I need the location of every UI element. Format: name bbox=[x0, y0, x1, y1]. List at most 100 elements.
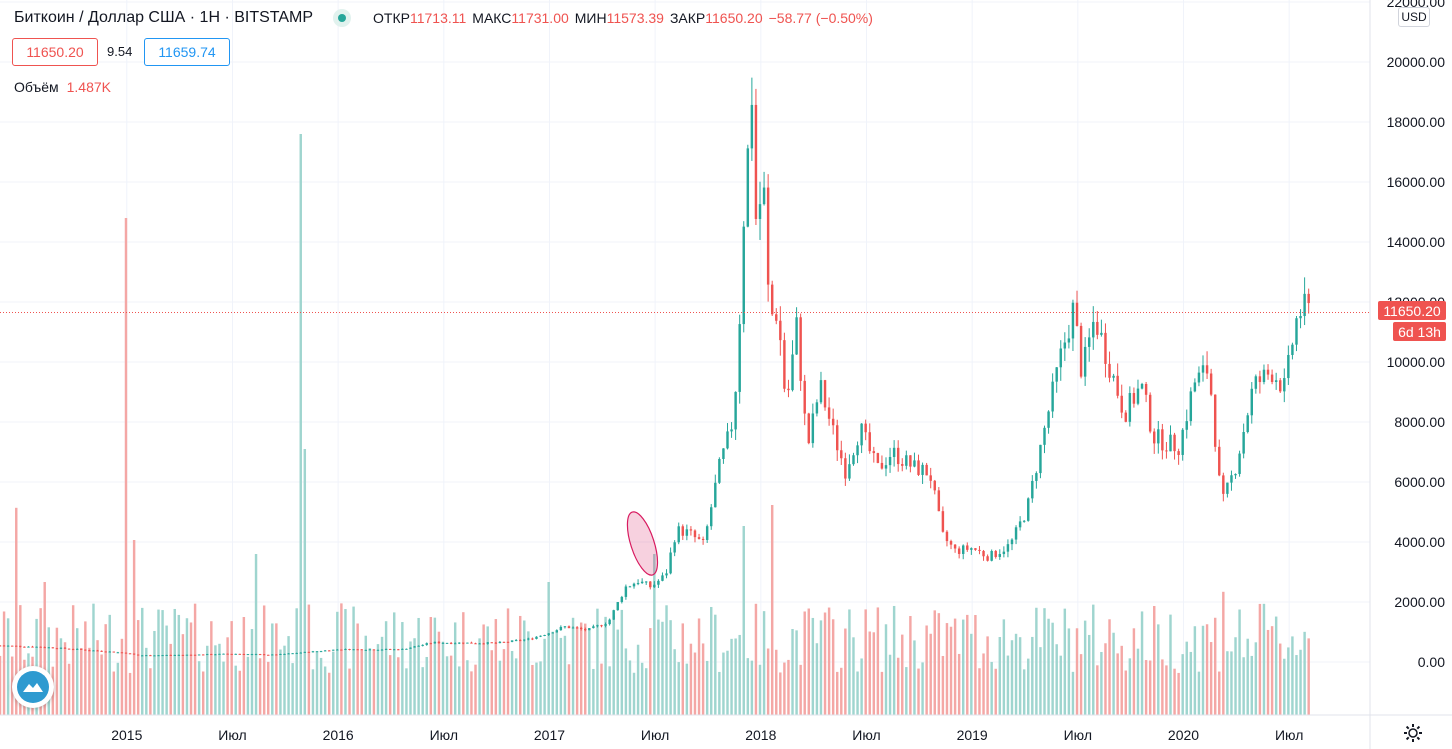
candle-body bbox=[108, 651, 111, 653]
candle-body bbox=[1266, 369, 1270, 375]
volume-bar bbox=[352, 606, 355, 715]
candle-body bbox=[1144, 383, 1148, 395]
candle-body bbox=[458, 642, 461, 644]
candle-body bbox=[372, 649, 376, 651]
volume-bar bbox=[1226, 651, 1229, 715]
volume-bar bbox=[901, 634, 904, 715]
volume-bar bbox=[1266, 629, 1270, 715]
candle-body bbox=[67, 648, 71, 650]
volume-bar bbox=[685, 663, 689, 715]
symbol-title[interactable]: Биткоин / Доллар США · 1Н · BITSTAMP bbox=[14, 9, 314, 26]
volume-bar bbox=[1092, 604, 1095, 715]
volume-bar bbox=[462, 612, 465, 715]
volume-bar bbox=[1014, 633, 1018, 715]
volume-bar bbox=[2, 611, 6, 715]
volume-bar bbox=[649, 628, 652, 715]
gear-icon[interactable] bbox=[1402, 722, 1424, 744]
volume-bar bbox=[673, 649, 676, 715]
candle-body bbox=[291, 653, 294, 655]
candle-body bbox=[1234, 473, 1237, 476]
candle-body bbox=[177, 654, 181, 656]
candle-body bbox=[604, 624, 607, 626]
volume-bar bbox=[974, 615, 977, 715]
x-tick-label: 2020 bbox=[1168, 727, 1199, 743]
volume-bar bbox=[1018, 637, 1022, 715]
candle-body bbox=[1165, 450, 1168, 452]
volume-bar bbox=[693, 652, 697, 715]
sell-price-button[interactable]: 11650.20 bbox=[12, 38, 98, 66]
candle-body bbox=[340, 649, 343, 651]
candle-body bbox=[283, 653, 286, 655]
candle-body bbox=[193, 654, 197, 656]
candle-body bbox=[1201, 365, 1205, 373]
candle-body bbox=[315, 651, 319, 653]
candle-body bbox=[299, 652, 302, 654]
currency-button[interactable]: USD bbox=[1398, 7, 1430, 27]
candle-body bbox=[275, 654, 278, 656]
volume-bar bbox=[758, 664, 762, 715]
volume-bar bbox=[510, 650, 514, 715]
candle-body bbox=[1071, 302, 1075, 339]
volume-bar bbox=[437, 631, 441, 715]
candle-body bbox=[429, 643, 433, 645]
candle-body bbox=[441, 642, 445, 644]
candle-body bbox=[697, 537, 701, 539]
volume-bar bbox=[795, 630, 798, 715]
volume-bar bbox=[929, 633, 932, 715]
volume-bar bbox=[230, 621, 233, 715]
volume-bar bbox=[88, 647, 91, 715]
volume-bar bbox=[689, 643, 693, 715]
volume-bar bbox=[734, 638, 737, 715]
volume-bar bbox=[287, 636, 290, 715]
volume-bar bbox=[579, 622, 583, 715]
candle-body bbox=[945, 531, 949, 542]
volume-legend[interactable]: Объём 1.487K bbox=[14, 79, 111, 95]
candle-body bbox=[685, 529, 689, 536]
candle-body bbox=[872, 451, 876, 454]
candle-body bbox=[896, 447, 900, 465]
volume-bar bbox=[1083, 620, 1087, 715]
volume-bar bbox=[185, 618, 189, 715]
candle-body bbox=[734, 391, 737, 430]
candle-body bbox=[124, 652, 128, 654]
volume-bar bbox=[1063, 608, 1067, 715]
tradingview-logo-icon[interactable] bbox=[12, 666, 54, 708]
candle-body bbox=[254, 654, 258, 656]
candle-body bbox=[840, 450, 843, 459]
volume-bar bbox=[1218, 671, 1221, 715]
candle-body bbox=[59, 647, 63, 649]
volume-bar bbox=[380, 636, 384, 715]
candle-body bbox=[1226, 482, 1229, 494]
volume-bar bbox=[1031, 636, 1034, 715]
volume-bar bbox=[1112, 632, 1115, 715]
volume-bar bbox=[738, 634, 741, 715]
candle-body bbox=[986, 556, 989, 561]
volume-bar bbox=[953, 618, 957, 715]
volume-bar bbox=[868, 631, 871, 715]
candle-body bbox=[665, 573, 668, 576]
volume-bar bbox=[762, 611, 766, 715]
volume-bar bbox=[840, 667, 843, 715]
volume-bar bbox=[783, 662, 786, 715]
candle-body bbox=[909, 455, 912, 467]
candle-body bbox=[1279, 380, 1282, 392]
volume-bar bbox=[43, 582, 46, 715]
buy-price-button[interactable]: 11659.74 bbox=[144, 38, 230, 66]
volume-bar bbox=[6, 618, 10, 715]
market-status-icon[interactable] bbox=[333, 9, 352, 27]
volume-bar bbox=[1100, 651, 1103, 715]
candle-body bbox=[470, 642, 473, 644]
volume-bar bbox=[746, 658, 750, 715]
volume-bar bbox=[982, 653, 985, 715]
candle-body bbox=[201, 654, 205, 656]
candle-body bbox=[1136, 388, 1140, 404]
candle-body bbox=[742, 226, 745, 325]
candle-body bbox=[47, 647, 50, 649]
volume-bar bbox=[949, 626, 953, 715]
y-tick-label: 16000.00 bbox=[1387, 174, 1446, 190]
candle-body bbox=[307, 651, 311, 653]
volume-bar bbox=[1153, 606, 1156, 715]
candle-body bbox=[925, 464, 928, 476]
open-label: ОТКР bbox=[373, 10, 410, 26]
